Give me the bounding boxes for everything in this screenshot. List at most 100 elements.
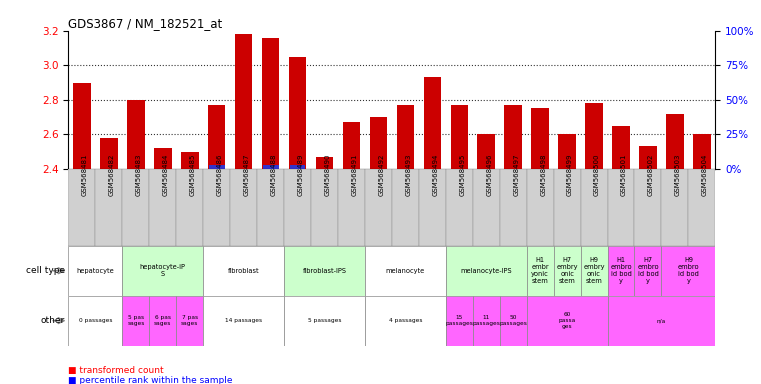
Bar <box>607 296 715 346</box>
Bar <box>613 126 630 169</box>
Bar <box>257 169 284 246</box>
Text: 14 passages: 14 passages <box>225 318 263 323</box>
Text: 4 passages: 4 passages <box>389 318 422 323</box>
Bar <box>365 246 446 296</box>
Text: hepatocyte-iP
S: hepatocyte-iP S <box>140 264 186 277</box>
Bar <box>127 100 145 169</box>
Text: 50
passages: 50 passages <box>499 315 527 326</box>
Bar <box>149 296 177 346</box>
Text: GSM568488: GSM568488 <box>271 154 277 196</box>
Bar <box>689 169 715 246</box>
Text: 7 pas
sages: 7 pas sages <box>181 315 199 326</box>
Text: fibroblast: fibroblast <box>228 268 260 274</box>
Text: GSM568483: GSM568483 <box>136 154 142 196</box>
Bar <box>68 296 123 346</box>
Text: GSM568484: GSM568484 <box>163 154 169 196</box>
Bar <box>639 147 657 169</box>
Bar <box>635 169 661 246</box>
Bar <box>342 122 360 169</box>
Bar <box>316 157 333 169</box>
Text: GSM568487: GSM568487 <box>244 154 250 196</box>
Bar <box>95 169 123 246</box>
Bar <box>559 134 576 169</box>
Text: H1
embr
yonic
stem: H1 embr yonic stem <box>531 257 549 284</box>
Text: H7
embro
id bod
y: H7 embro id bod y <box>637 257 659 284</box>
Bar <box>693 134 711 169</box>
Bar <box>419 169 446 246</box>
Text: GSM568502: GSM568502 <box>648 154 654 196</box>
Text: 6 pas
sages: 6 pas sages <box>154 315 171 326</box>
Text: GSM568492: GSM568492 <box>378 154 384 196</box>
Text: melanocyte: melanocyte <box>386 268 425 274</box>
Text: GSM568503: GSM568503 <box>675 154 681 196</box>
Text: GSM568501: GSM568501 <box>621 154 627 196</box>
Bar <box>262 38 279 169</box>
Text: H9
embro
id bod
y: H9 embro id bod y <box>677 257 699 284</box>
Bar <box>181 152 199 169</box>
Text: GSM568490: GSM568490 <box>324 154 330 196</box>
Bar <box>451 105 468 169</box>
Text: 15
passages: 15 passages <box>445 315 473 326</box>
Bar <box>284 169 311 246</box>
Bar <box>100 138 118 169</box>
Text: 5 passages: 5 passages <box>307 318 341 323</box>
Text: fibroblast-IPS: fibroblast-IPS <box>303 268 346 274</box>
Bar <box>284 246 365 296</box>
Bar <box>177 169 203 246</box>
Text: GSM568500: GSM568500 <box>594 154 600 196</box>
Text: ■ percentile rank within the sample: ■ percentile rank within the sample <box>68 376 233 384</box>
Bar <box>581 169 607 246</box>
Text: ■ transformed count: ■ transformed count <box>68 366 164 375</box>
Bar <box>123 169 149 246</box>
Bar <box>473 296 500 346</box>
Bar <box>446 296 473 346</box>
Bar <box>154 148 171 169</box>
Bar <box>661 169 689 246</box>
Bar <box>446 246 527 296</box>
Text: GSM568485: GSM568485 <box>189 154 196 196</box>
Bar <box>209 165 224 169</box>
Bar <box>177 296 203 346</box>
Bar <box>208 105 225 169</box>
Bar <box>585 103 603 169</box>
Bar <box>289 57 307 169</box>
Text: GSM568497: GSM568497 <box>513 154 519 196</box>
Text: H1
embro
id bod
y: H1 embro id bod y <box>610 257 632 284</box>
Text: GSM568489: GSM568489 <box>298 154 304 196</box>
Text: H7
embry
onic
stem: H7 embry onic stem <box>556 257 578 284</box>
Bar <box>203 169 230 246</box>
Bar <box>477 134 495 169</box>
Bar <box>473 169 500 246</box>
Text: n/a: n/a <box>657 318 666 323</box>
Bar <box>235 34 253 169</box>
Bar <box>290 165 305 169</box>
Bar <box>500 296 527 346</box>
Text: GSM568499: GSM568499 <box>567 154 573 196</box>
Text: H9
embry
onic
stem: H9 embry onic stem <box>583 257 605 284</box>
Bar <box>424 78 441 169</box>
Bar <box>68 246 123 296</box>
Text: 0 passages: 0 passages <box>78 318 112 323</box>
Text: GSM568495: GSM568495 <box>460 154 465 196</box>
Text: 5 pas
sages: 5 pas sages <box>127 315 145 326</box>
Bar <box>365 296 446 346</box>
Bar <box>635 246 661 296</box>
Bar <box>392 169 419 246</box>
Bar <box>203 246 284 296</box>
Bar <box>370 117 387 169</box>
Bar <box>68 169 95 246</box>
Bar <box>607 169 635 246</box>
Bar <box>554 246 581 296</box>
Bar <box>661 246 715 296</box>
Bar <box>284 296 365 346</box>
Bar <box>311 169 338 246</box>
Bar <box>230 169 257 246</box>
Bar <box>338 169 365 246</box>
Text: melanocyte-IPS: melanocyte-IPS <box>460 268 512 274</box>
Bar <box>554 169 581 246</box>
Bar <box>527 296 607 346</box>
Bar <box>527 169 554 246</box>
Bar <box>531 108 549 169</box>
Bar <box>500 169 527 246</box>
Bar <box>581 246 607 296</box>
